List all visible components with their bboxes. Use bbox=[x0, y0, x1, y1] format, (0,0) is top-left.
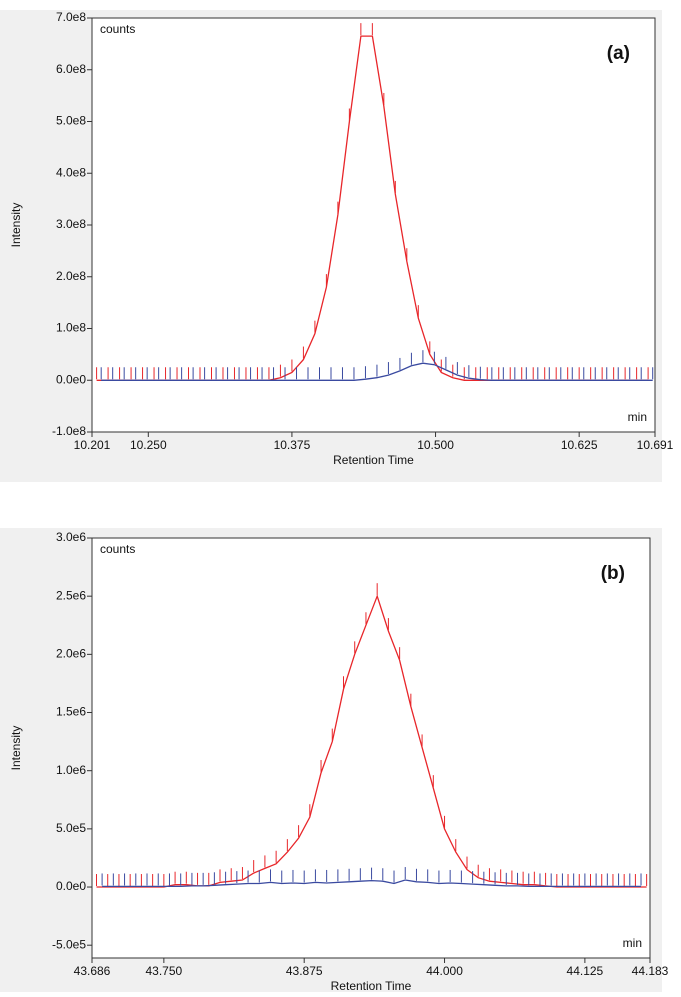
x-tick-label: 44.183 bbox=[632, 964, 669, 978]
y-tick-label: 5.0e5 bbox=[56, 821, 86, 835]
y-unit: counts bbox=[100, 22, 135, 36]
x-tick-label: 43.750 bbox=[146, 964, 183, 978]
x-tick-label: 43.875 bbox=[286, 964, 323, 978]
y-tick-label: 6.0e8 bbox=[56, 62, 86, 76]
y-tick-label: 3.0e8 bbox=[56, 217, 86, 231]
x-tick-label: 10.250 bbox=[130, 438, 167, 452]
y-tick-label: 5.0e8 bbox=[56, 114, 86, 128]
x-tick-label: 43.686 bbox=[74, 964, 111, 978]
y-tick-label: 4.0e8 bbox=[56, 165, 86, 179]
y-unit: counts bbox=[100, 542, 135, 556]
y-tick-label: -5.0e5 bbox=[52, 937, 86, 951]
y-tick-label: 2.0e8 bbox=[56, 269, 86, 283]
x-tick-label: 10.625 bbox=[561, 438, 598, 452]
x-tick-label: 10.500 bbox=[417, 438, 454, 452]
y-axis-label: Intensity bbox=[9, 203, 23, 248]
y-tick-label: 1.0e8 bbox=[56, 321, 86, 335]
x-tick-label: 44.000 bbox=[426, 964, 463, 978]
x-unit: min bbox=[623, 936, 642, 950]
plot-area bbox=[91, 17, 656, 433]
y-axis-label: Intensity bbox=[9, 726, 23, 771]
x-axis-label: Retention Time bbox=[333, 453, 414, 467]
y-tick-label: 2.5e6 bbox=[56, 588, 86, 602]
y-tick-label: 2.0e6 bbox=[56, 647, 86, 661]
y-tick-label: 7.0e8 bbox=[56, 10, 86, 24]
x-unit: min bbox=[628, 410, 647, 424]
y-tick-label: 0.0e0 bbox=[56, 372, 86, 386]
x-tick-label: 44.125 bbox=[567, 964, 604, 978]
x-tick-label: 10.201 bbox=[74, 438, 111, 452]
panel-label: (a) bbox=[607, 43, 630, 64]
x-tick-label: 10.375 bbox=[274, 438, 311, 452]
x-tick-label: 10.691 bbox=[637, 438, 674, 452]
y-tick-label: 0.0e0 bbox=[56, 879, 86, 893]
plot-area bbox=[91, 537, 651, 959]
series-line bbox=[102, 879, 641, 888]
x-axis-label: Retention Time bbox=[331, 979, 412, 992]
y-tick-label: -1.0e8 bbox=[52, 424, 86, 438]
y-tick-label: 1.0e6 bbox=[56, 763, 86, 777]
y-tick-label: 1.5e6 bbox=[56, 705, 86, 719]
y-tick-label: 3.0e6 bbox=[56, 530, 86, 544]
series-line bbox=[101, 362, 653, 381]
panel-label: (b) bbox=[601, 563, 625, 584]
